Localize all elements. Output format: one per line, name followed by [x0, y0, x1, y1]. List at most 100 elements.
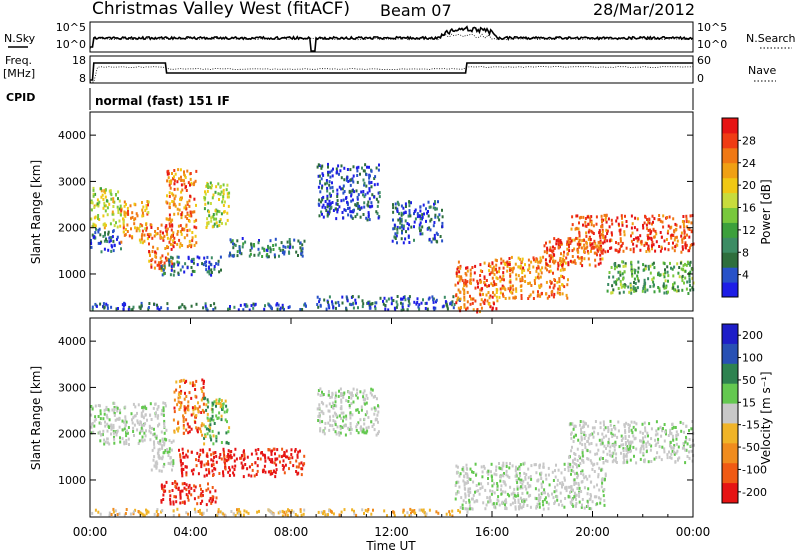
scatter-cell: [538, 284, 541, 288]
scatter-cell: [673, 450, 675, 454]
scatter-cell: [215, 398, 218, 402]
scatter-cell: [515, 273, 518, 277]
scatter-cell: [326, 186, 329, 190]
scatter-cell: [181, 211, 184, 215]
scatter-cell: [482, 501, 485, 505]
scatter-cell: [115, 193, 117, 197]
scatter-cell: [161, 455, 164, 459]
scatter-cell: [211, 408, 214, 412]
scatter-cell: [162, 406, 165, 410]
scatter-cell: [360, 405, 363, 409]
scatter-cell: [166, 448, 168, 452]
scatter-cell: [567, 465, 570, 469]
scatter-cell: [654, 229, 657, 233]
scatter-cell: [541, 500, 544, 503]
scatter-cell: [514, 494, 517, 498]
scatter-cell: [184, 215, 187, 219]
scatter-cell: [505, 465, 508, 468]
scatter-cell: [90, 245, 93, 249]
scatter-cell: [94, 224, 97, 228]
scatter-cell: [207, 201, 210, 205]
scatter-cell: [614, 281, 617, 284]
scatter-cell: [210, 263, 213, 267]
scatter-cell: [173, 197, 176, 201]
scatter-cell: [227, 470, 230, 474]
scatter-cell: [530, 260, 533, 264]
scatter-cell: [230, 455, 233, 459]
scatter-cell: [472, 278, 475, 282]
scatter-cell: [99, 233, 102, 237]
scatter-cell: [263, 249, 266, 253]
scatter-cell: [474, 490, 476, 494]
scatter-cell: [191, 231, 194, 234]
time-x-axis: 00:00 04:00 08:00 12:00 16:00 20:00 00:00: [73, 318, 710, 539]
scatter-cell: [527, 297, 530, 300]
scatter-cell: [350, 192, 353, 196]
scatter-cell: [156, 513, 159, 517]
scatter-cell: [108, 442, 111, 446]
scatter-cell: [590, 507, 593, 511]
scatter-cell: [200, 492, 203, 496]
scatter-cell: [437, 215, 440, 219]
scatter-cell: [566, 240, 569, 244]
scatter-cell: [227, 449, 230, 453]
scatter-cell: [363, 422, 366, 426]
scatter-cell: [605, 220, 608, 224]
scatter-cell: [211, 196, 214, 200]
scatter-cell: [168, 263, 171, 267]
scatter-cell: [520, 506, 523, 510]
scatter-cell: [229, 238, 232, 242]
colorbar-tick-label: 12: [742, 224, 756, 237]
scatter-cell: [246, 304, 249, 308]
scatter-cell: [693, 443, 695, 447]
scatter-cell: [345, 196, 348, 199]
scatter-cell: [146, 212, 149, 216]
scatter-cell: [170, 235, 172, 239]
scatter-cell: [621, 260, 624, 264]
scatter-cell: [171, 218, 174, 222]
scatter-cell: [278, 254, 280, 258]
scatter-cell: [322, 173, 325, 177]
scatter-cell: [576, 242, 579, 246]
scatter-cell: [328, 295, 331, 299]
scatter-cell: [565, 486, 568, 490]
scatter-cell: [505, 501, 508, 505]
scatter-cell: [131, 215, 134, 219]
scatter-cell: [325, 404, 328, 408]
scatter-cell: [226, 192, 229, 196]
scatter-cell: [641, 289, 644, 293]
scatter-cell: [469, 507, 471, 511]
scatter-cell: [354, 298, 357, 302]
scatter-cell: [621, 216, 623, 220]
scatter-cell: [102, 302, 105, 306]
scatter-cell: [523, 461, 526, 465]
scatter-cell: [433, 233, 436, 237]
scatter-cell: [571, 215, 574, 219]
scatter-cell: [187, 257, 190, 261]
scatter-cell: [220, 190, 223, 194]
scatter-cell: [278, 246, 281, 250]
scatter-cell: [602, 420, 605, 424]
scatter-cell: [540, 485, 543, 489]
scatter-cell: [247, 473, 250, 477]
scatter-cell: [409, 214, 412, 218]
scatter-cell: [179, 493, 182, 497]
scatter-cell: [295, 470, 298, 473]
scatter-cell: [441, 215, 444, 219]
scatter-cell: [212, 498, 214, 502]
scatter-cell: [357, 204, 360, 208]
scatter-cell: [435, 239, 438, 243]
scatter-cell: [598, 244, 601, 248]
scatter-cell: [316, 303, 319, 306]
scatter-cell: [466, 269, 469, 273]
scatter-cell: [340, 398, 343, 402]
scatter-cell: [366, 429, 369, 433]
scatter-cell: [105, 405, 108, 409]
scatter-cell: [290, 448, 293, 452]
scatter-cell: [237, 509, 240, 513]
scatter-cell: [493, 293, 496, 297]
scatter-cell: [188, 491, 191, 495]
scatter-cell: [485, 279, 488, 282]
scatter-cell: [177, 426, 180, 430]
scatter-cell: [477, 482, 480, 486]
